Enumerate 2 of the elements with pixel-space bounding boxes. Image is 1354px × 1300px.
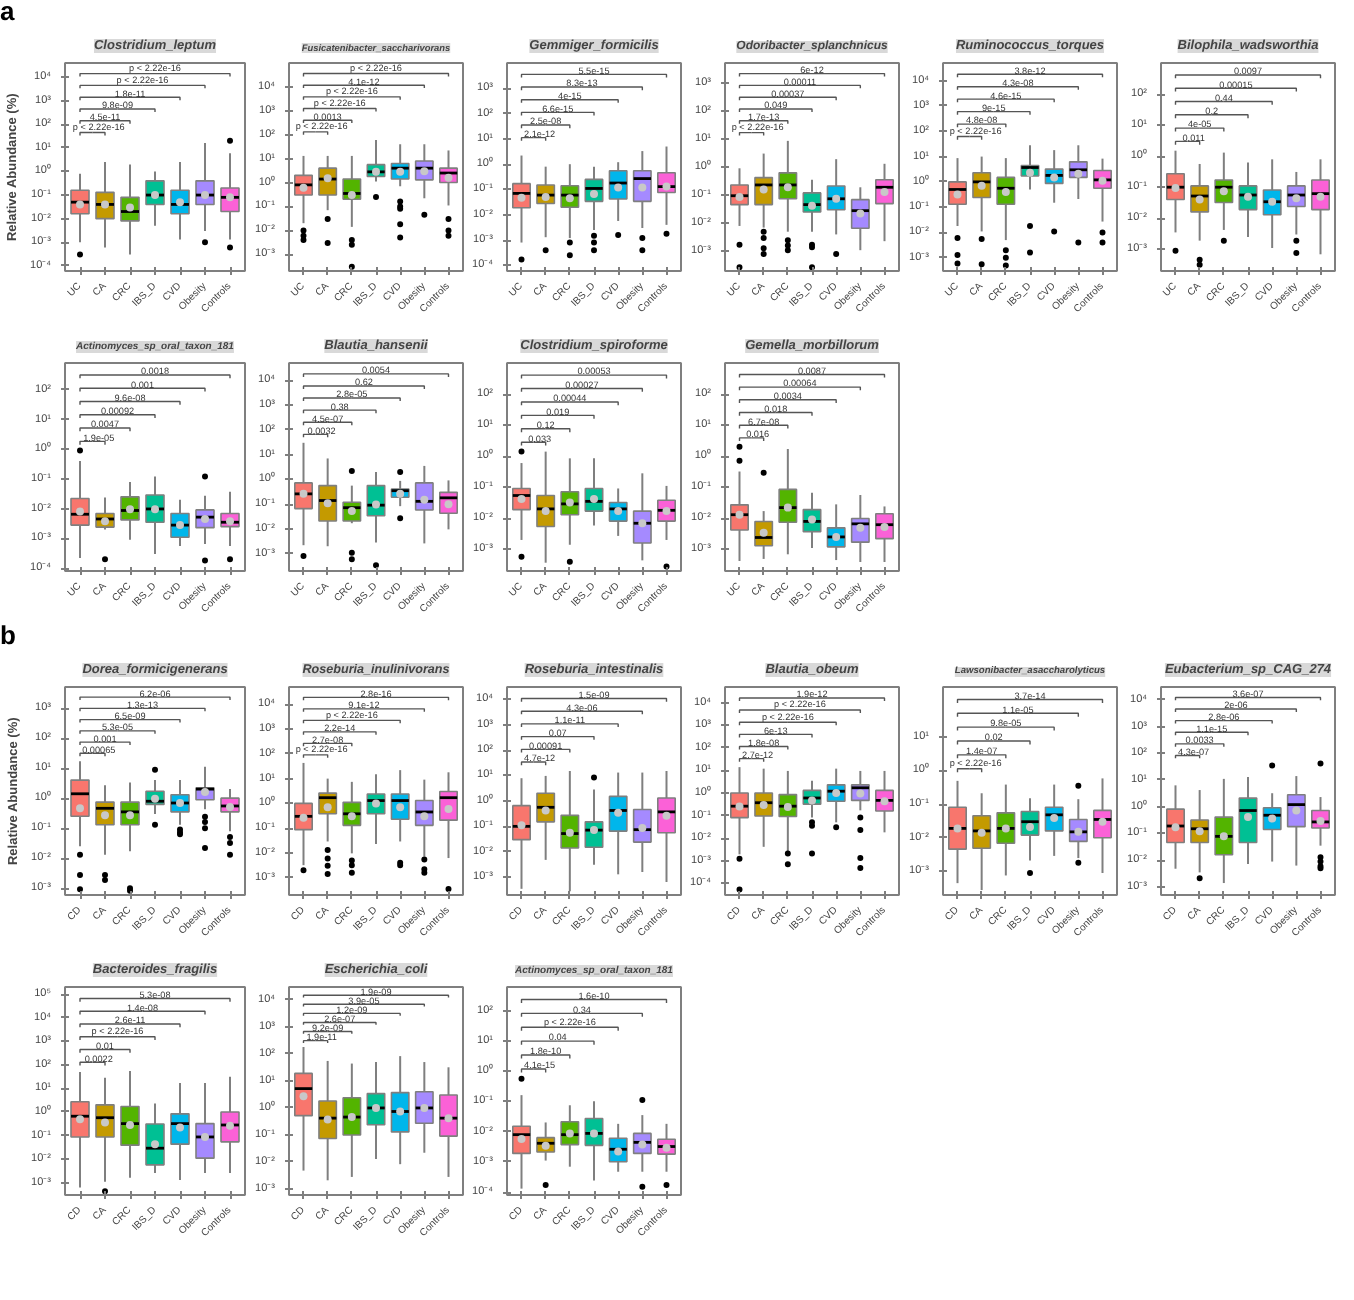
text: b bbox=[0, 620, 16, 650]
text: a bbox=[0, 0, 15, 26]
